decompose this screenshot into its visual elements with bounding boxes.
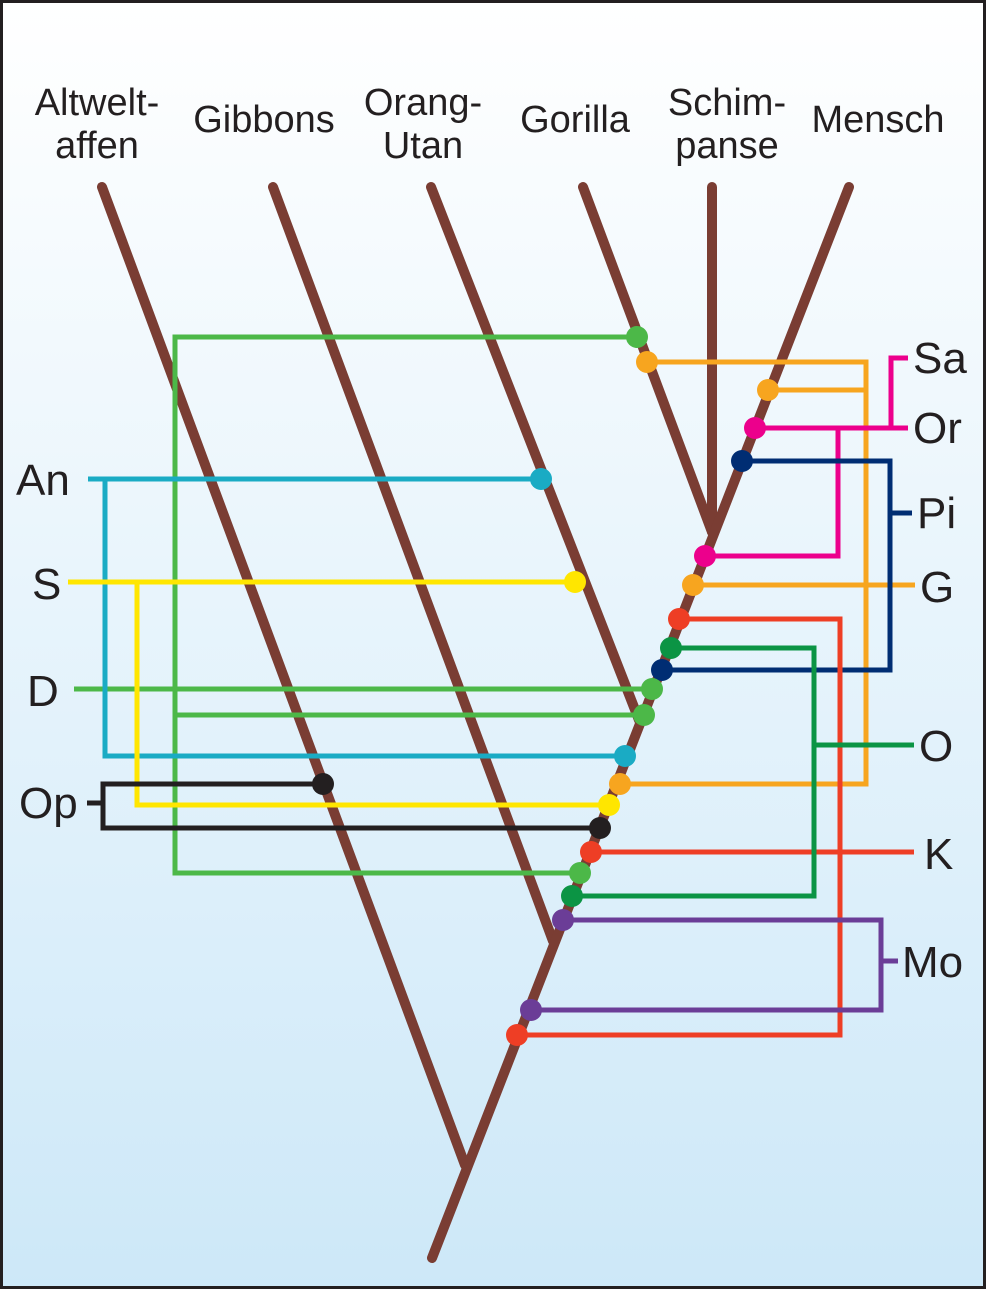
black-dot	[589, 817, 611, 839]
green-dot	[626, 326, 648, 348]
taxon-labels: Altwelt- affen Gibbons Orang- Utan Goril…	[35, 82, 945, 167]
label-op: Op	[19, 779, 78, 828]
orange-dot	[682, 574, 704, 596]
green-dot	[633, 704, 655, 726]
red-connector	[517, 616, 843, 1038]
label-sa: Sa	[913, 334, 967, 383]
cyan-dot	[530, 468, 552, 490]
taxon-5-label: Mensch	[811, 99, 944, 141]
orange-connector-outer	[620, 359, 869, 787]
purple-dot	[552, 909, 574, 931]
branch-orang-utan	[426, 182, 644, 725]
taxon-2-line1: Orang-	[364, 82, 482, 124]
darkgreen-dot	[561, 885, 583, 907]
yellow-dot	[598, 794, 620, 816]
purple-connector	[531, 917, 884, 1013]
branch-gibbons	[268, 182, 558, 946]
label-k: K	[924, 830, 953, 879]
label-pi: Pi	[917, 489, 956, 538]
orange-dot	[757, 379, 779, 401]
red-dot	[506, 1024, 528, 1046]
navy-dot	[651, 659, 673, 681]
green-dot	[641, 678, 663, 700]
black-connector	[100, 781, 600, 831]
red-dot	[580, 841, 602, 863]
label-d: D	[27, 667, 59, 716]
darkgreen-connector	[572, 645, 817, 899]
black-dot	[312, 773, 334, 795]
taxon-0-line2: affen	[55, 125, 139, 167]
yellow-connector-bottom	[134, 582, 609, 808]
branch-altweltaffen	[97, 182, 470, 1170]
taxon-3-label: Gorilla	[520, 99, 631, 141]
left-labels: An S D Op	[16, 456, 78, 828]
cyan-dot	[614, 745, 636, 767]
navy-dot	[731, 450, 753, 472]
taxon-4-line1: Schim-	[668, 82, 786, 124]
purple-dot	[520, 999, 542, 1021]
label-mo: Mo	[902, 938, 963, 987]
magenta-dot	[744, 417, 766, 439]
taxon-1-label: Gibbons	[193, 99, 335, 141]
taxon-0-line1: Altwelt-	[35, 82, 160, 124]
green-connector-outer	[172, 334, 637, 876]
darkgreen-dot	[660, 637, 682, 659]
yellow-dot	[564, 571, 586, 593]
label-s: S	[32, 560, 61, 609]
label-or: Or	[913, 404, 962, 453]
cyan-connector-bottom	[102, 479, 625, 759]
node-dots	[312, 326, 779, 1046]
orange-dot	[609, 773, 631, 795]
orange-dot	[636, 351, 658, 373]
red-dot	[668, 608, 690, 630]
magenta-connector-loop	[705, 425, 841, 559]
navy-connector	[662, 458, 893, 673]
label-an: An	[16, 456, 70, 505]
green-dot	[569, 862, 591, 884]
connector-lines	[68, 334, 915, 1038]
label-o: O	[919, 722, 953, 771]
magenta-connector-sa	[888, 355, 908, 428]
magenta-dot	[694, 545, 716, 567]
taxon-4-line2: panse	[675, 125, 779, 167]
label-g: G	[920, 563, 954, 612]
taxon-2-line2: Utan	[383, 125, 463, 167]
right-labels: Sa Or Pi G O K Mo	[902, 334, 967, 987]
